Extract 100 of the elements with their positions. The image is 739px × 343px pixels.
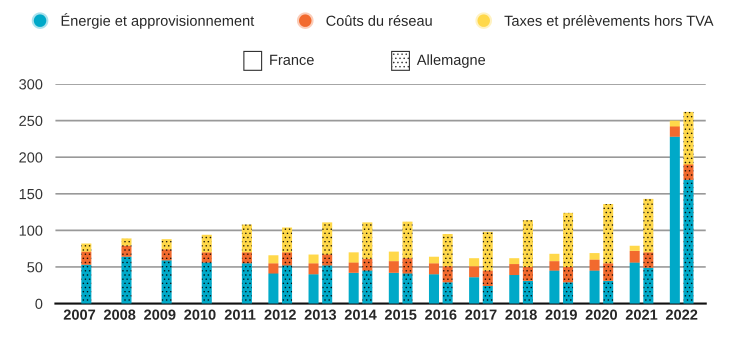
y-tick-label: 200 bbox=[19, 152, 42, 163]
bar bbox=[509, 264, 520, 276]
bar bbox=[643, 268, 654, 304]
bar bbox=[590, 253, 600, 260]
bar bbox=[428, 274, 439, 304]
bar bbox=[162, 239, 172, 250]
bar bbox=[549, 270, 560, 304]
y-tick-label: 250 bbox=[19, 116, 42, 126]
bar bbox=[388, 272, 399, 304]
bar bbox=[603, 263, 614, 281]
bar bbox=[590, 260, 600, 271]
bar bbox=[162, 260, 172, 304]
bar bbox=[121, 246, 132, 257]
bar bbox=[428, 256, 439, 264]
x-tick-label: 2013 bbox=[304, 309, 336, 320]
x-tick-label: 2007 bbox=[64, 309, 96, 320]
bar bbox=[683, 180, 694, 304]
bar bbox=[522, 280, 533, 304]
bar bbox=[683, 164, 694, 180]
x-tick-label: 2014 bbox=[344, 309, 377, 320]
bar bbox=[81, 252, 92, 265]
bar bbox=[402, 222, 412, 258]
text: Allemagne bbox=[416, 54, 486, 68]
bar bbox=[388, 252, 399, 262]
x-tick-label: 2008 bbox=[104, 309, 136, 320]
x-tick-label: 2010 bbox=[184, 309, 216, 320]
bar bbox=[563, 266, 574, 282]
bar bbox=[242, 263, 252, 304]
bar bbox=[348, 262, 359, 273]
bar bbox=[308, 274, 319, 304]
bar bbox=[603, 204, 614, 264]
text: France bbox=[270, 54, 314, 65]
bar bbox=[362, 222, 372, 259]
x-tick-label: 2017 bbox=[465, 309, 497, 320]
bar bbox=[522, 266, 533, 281]
bar bbox=[162, 249, 172, 260]
x-tick-label: 2015 bbox=[384, 309, 416, 320]
bar bbox=[549, 254, 560, 262]
x-tick-label: 2009 bbox=[144, 309, 176, 320]
bar bbox=[563, 282, 574, 304]
bar bbox=[81, 244, 92, 252]
bar bbox=[428, 263, 439, 274]
x-tick-label: 2018 bbox=[505, 309, 537, 320]
bar bbox=[348, 252, 359, 263]
bar bbox=[549, 261, 560, 271]
bar bbox=[603, 280, 614, 304]
bar bbox=[242, 252, 252, 264]
bar bbox=[202, 252, 212, 263]
bar bbox=[509, 258, 520, 264]
bar bbox=[469, 266, 480, 278]
bar bbox=[121, 256, 132, 304]
bar bbox=[268, 274, 278, 304]
legend-label: Coûts du réseau bbox=[326, 15, 432, 26]
bar bbox=[630, 246, 640, 251]
bar bbox=[322, 222, 332, 255]
bar bbox=[522, 220, 533, 267]
bar bbox=[268, 263, 278, 274]
bar bbox=[81, 264, 92, 304]
bar bbox=[590, 270, 600, 304]
bar bbox=[308, 263, 319, 274]
bar bbox=[282, 266, 292, 304]
bar bbox=[362, 258, 372, 271]
bar bbox=[282, 227, 292, 252]
bar bbox=[670, 120, 680, 126]
y-tick-label: 0 bbox=[35, 298, 42, 309]
x-tick-label: 2012 bbox=[264, 309, 296, 320]
bar bbox=[509, 275, 520, 304]
bar bbox=[202, 262, 212, 304]
bar bbox=[482, 286, 493, 304]
x-tick-label: 2016 bbox=[425, 309, 456, 320]
y-tick-label: 150 bbox=[20, 188, 42, 200]
bar bbox=[362, 270, 372, 304]
y-tick-label: 50 bbox=[27, 262, 42, 272]
bar bbox=[442, 282, 453, 304]
bar bbox=[683, 112, 694, 165]
bar bbox=[563, 212, 574, 267]
bar bbox=[202, 234, 212, 252]
bar bbox=[469, 258, 480, 266]
x-tick-label: 2020 bbox=[586, 309, 617, 320]
legend-label: Énergie et approvisionnement bbox=[62, 13, 254, 29]
bar bbox=[121, 238, 132, 246]
bar bbox=[670, 126, 680, 137]
bar bbox=[630, 250, 640, 263]
x-tick-label: 2022 bbox=[666, 309, 698, 320]
x-tick-label: 2021 bbox=[626, 309, 658, 320]
bar bbox=[442, 266, 453, 282]
bar bbox=[402, 258, 412, 274]
y-tick-label: 300 bbox=[19, 79, 42, 90]
bar bbox=[268, 255, 278, 264]
bar bbox=[643, 252, 654, 268]
bar bbox=[482, 232, 493, 271]
bar bbox=[670, 136, 680, 304]
bar bbox=[442, 234, 453, 266]
bar bbox=[643, 198, 654, 252]
bar bbox=[630, 262, 640, 304]
bar bbox=[322, 266, 332, 304]
bar bbox=[388, 261, 399, 273]
bar bbox=[348, 272, 359, 304]
bar bbox=[282, 252, 292, 266]
x-tick-label: 2019 bbox=[546, 309, 577, 320]
